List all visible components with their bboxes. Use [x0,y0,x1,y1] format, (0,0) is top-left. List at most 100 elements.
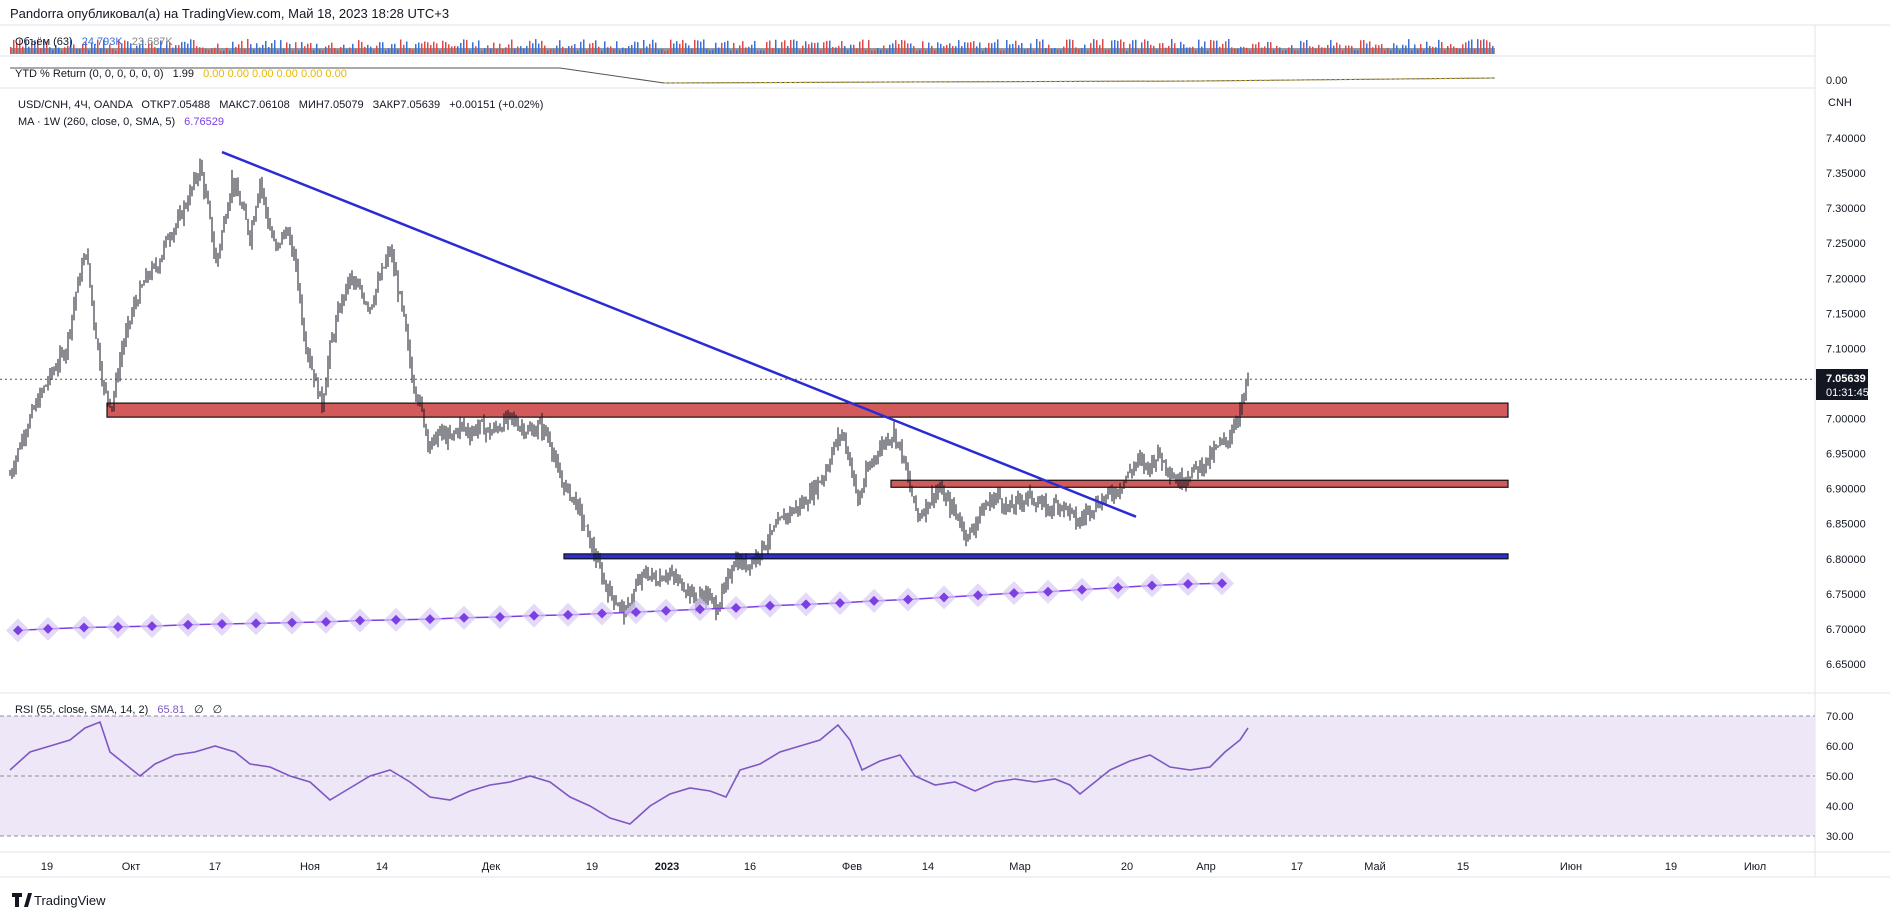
volume-bar [817,42,819,54]
volume-bar [1084,44,1086,54]
price-pane[interactable]: USD/CNH, 4Ч, OANDA ОТКР7.05488 МАКС7.061… [0,97,1869,671]
volume-bar [535,39,537,54]
volume-bar [1462,44,1464,54]
volume-bar [811,42,813,54]
volume-bar [1420,44,1422,54]
volume-bar [88,50,90,54]
time-tick-label: 17 [1291,861,1303,873]
volume-bar [751,44,753,54]
volume-bar [43,40,45,54]
volume-bar [1063,46,1065,54]
volume-bar [406,41,408,54]
volume-bar [940,43,942,54]
blue-zone-1[interactable] [563,553,1509,560]
volume-bar [1204,41,1206,54]
volume-bar [1078,48,1080,54]
trendline[interactable] [221,150,1137,518]
volume-bar [1288,47,1290,54]
volume-bar [1471,39,1473,54]
volume-bar [430,45,432,54]
volume-bar [1339,44,1341,54]
volume-bar [1198,39,1200,54]
volume-bar [127,41,129,54]
volume-bar [634,41,636,54]
volume-bar [577,50,579,54]
red-zone-2[interactable] [890,479,1509,488]
volume-bar [1369,41,1371,54]
volume-pane[interactable]: Объём (63) 24.793K 23.687K [10,36,1495,54]
volume-bar [124,40,126,54]
time-axis[interactable]: 19 Окт 17 Ноя 14 Дек 19 2023 16 Фев 14 Мар 20 Апр 17 Ма… [41,861,1766,873]
ma-marker [287,617,297,628]
volume-bar [754,40,756,54]
volume-bar [1468,40,1470,54]
volume-bar [880,49,882,54]
volume-bar [1384,49,1386,54]
volume-bar [883,45,885,54]
volume-bar [1240,46,1242,54]
volume-bar [1423,50,1425,54]
volume-bar [454,45,456,54]
red-zone-1[interactable] [106,402,1509,418]
volume-bar [484,48,486,54]
price-tick-label: 7.30000 [1826,203,1866,215]
volume-bar [673,43,675,54]
rsi-pane[interactable]: 70.00 60.00 50.00 40.00 30.00 RSI (55, close… [0,704,1854,843]
volume-bar [1438,39,1440,54]
volume-bar [139,44,141,54]
volume-bar [808,44,810,54]
volume-bar [466,40,468,54]
volume-bar [277,50,279,54]
volume-bar [1024,49,1026,54]
ma-marker [355,615,365,626]
volume-bar [931,45,933,54]
volume-bar [1099,44,1101,54]
volume-bar [10,47,12,54]
volume-bar [409,48,411,54]
volume-bar [106,49,108,54]
volume-bar [103,39,105,54]
volume-bar [376,45,378,54]
volume-bar [1048,44,1050,54]
ma-marker [183,619,193,630]
volume-bar [814,43,816,54]
volume-bar [529,40,531,54]
volume-bar [730,50,732,54]
rsi-tick-label: 50.00 [1826,771,1854,783]
volume-bar [892,43,894,54]
volume-bar [613,49,615,54]
ma-marker [661,605,671,616]
volume-bar [487,45,489,54]
price-tick-label: 7.00000 [1826,414,1866,426]
volume-bar [913,46,915,54]
ytd-return-pane[interactable]: YTD % Return (0, 0, 0, 0, 0, 0) 1.99 0.0… [10,67,1847,87]
volume-bar [784,40,786,54]
ma-marker [801,599,811,610]
volume-bar [841,41,843,54]
volume-bar [850,44,852,54]
ytd-value: 1.99 [173,68,194,80]
volume-bar [928,42,930,54]
volume-bar [793,39,795,54]
volume-bar [523,48,525,54]
volume-bar [1189,47,1191,54]
volume-bar [1180,41,1182,54]
ma-marker [1147,580,1157,591]
volume-bar [790,40,792,54]
volume-bar [580,41,582,54]
volume-bar [1132,40,1134,54]
volume-bar [1192,46,1194,54]
volume-bar [412,50,414,54]
volume-bar [307,43,309,54]
volume-bar [1390,50,1392,54]
volume-bar [337,50,339,54]
volume-bar [442,40,444,54]
volume-bar [1324,47,1326,54]
volume-bar [619,50,621,54]
volume-bar [1333,45,1335,54]
volume-bar [1480,40,1482,54]
volume-bar [574,44,576,54]
ma-marker [113,621,123,632]
volume-bar [517,46,519,54]
